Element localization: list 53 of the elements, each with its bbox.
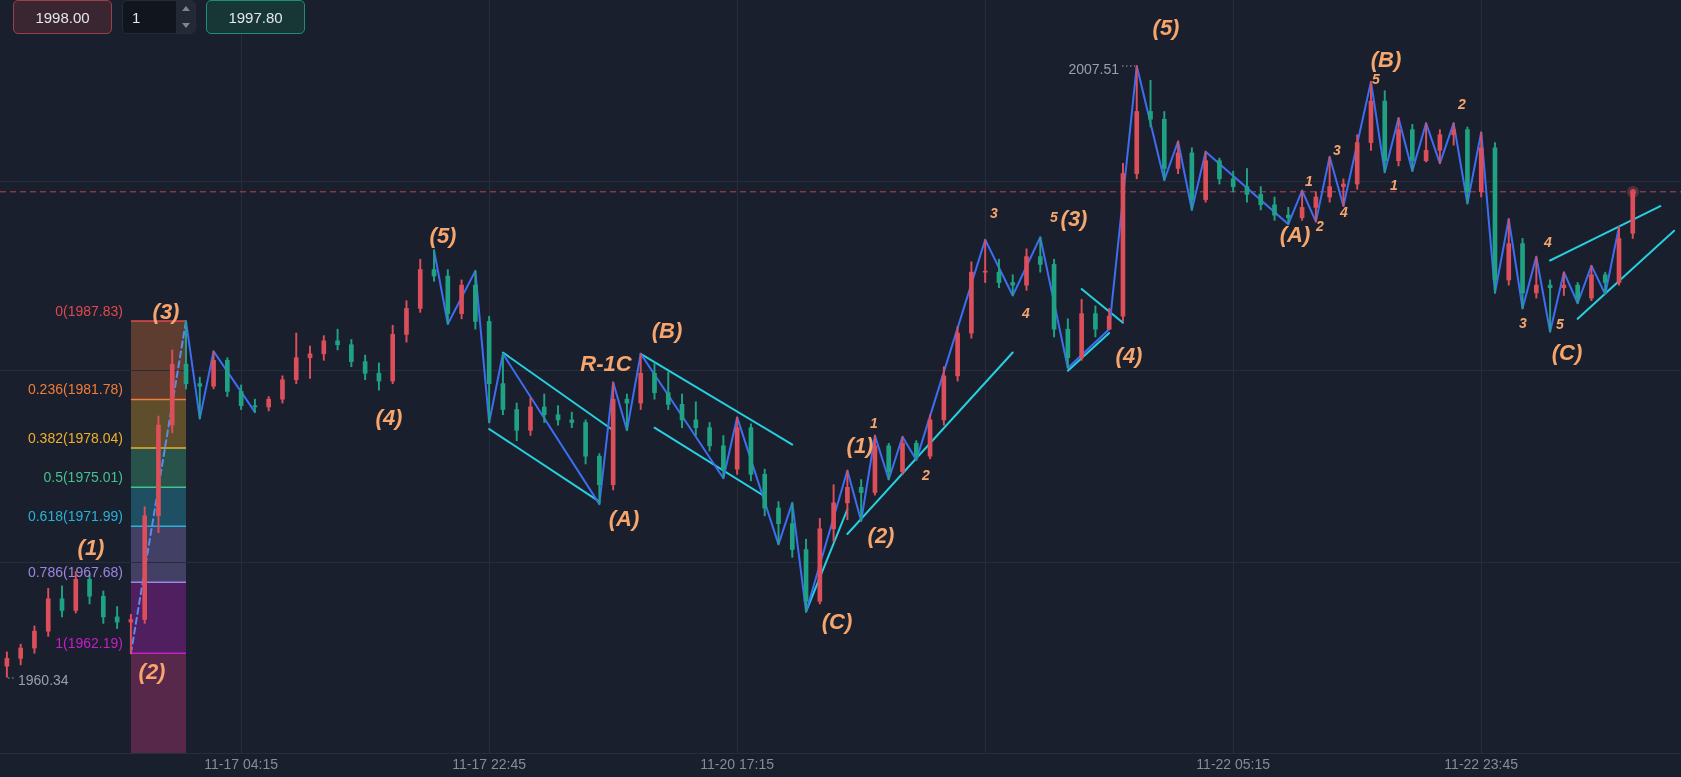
candlestick <box>197 376 203 419</box>
x-tick-label: 11-17 04:15 <box>204 756 279 773</box>
annotation: (2) <box>867 523 895 549</box>
quantity-field: 1 <box>122 0 196 34</box>
annotation: 1 <box>132 8 141 26</box>
annotation: 1 <box>1390 176 1399 193</box>
annotation: (A) <box>1279 222 1311 248</box>
ref-line-label: 0.618(1971.99) <box>27 508 123 525</box>
price-field: 1997.80 <box>206 0 305 34</box>
annotation: (4) <box>1115 343 1143 369</box>
annotation: (2) <box>138 659 166 685</box>
annotation: (5) <box>429 223 457 249</box>
annotation: (A) <box>608 506 640 532</box>
ref-line-label: 0.382(1978.04) <box>27 429 123 446</box>
annotation: (3) <box>152 299 180 325</box>
annotation: 1 <box>870 414 879 431</box>
x-tick-label: 11-20 17:15 <box>700 756 775 773</box>
annotation: 2 <box>921 466 931 483</box>
annotation: (C) <box>821 609 853 635</box>
annotation: (4) <box>375 405 403 431</box>
annotation: (5) <box>1152 15 1180 41</box>
annotation: 4 <box>1021 304 1031 321</box>
ref-line-label: 0.5(1975.01) <box>43 469 123 486</box>
x-tick-label: 11-22 23:45 <box>1444 756 1519 773</box>
x-tick-label: 11-17 22:45 <box>452 756 527 773</box>
ref-line-label: 1(1962.19) <box>55 635 123 652</box>
annotation: 2 <box>1457 95 1467 112</box>
ref-line-label: 0(1987.83) <box>55 302 123 319</box>
annotation: (B) <box>1370 47 1402 73</box>
annotation: (3) <box>1060 206 1088 232</box>
annotation: R-1C <box>580 351 633 377</box>
annotation: (1) <box>77 535 105 561</box>
ref-line-label: 0.786(1967.68) <box>27 564 123 581</box>
annotation: (B) <box>651 318 683 344</box>
annotation: (C) <box>1551 340 1583 366</box>
annotation: 1960.34 <box>18 671 69 688</box>
annotation: 2007.51 <box>1068 60 1120 77</box>
annotation: 1998.00 <box>35 8 90 26</box>
x-tick-label: 11-22 05:15 <box>1196 756 1271 773</box>
annotation: 5 <box>1050 208 1059 225</box>
annotation: 1 <box>1305 172 1314 189</box>
annotation: 4 <box>1543 233 1553 250</box>
annotation: 3 <box>1333 141 1342 158</box>
ref-line-label: 0.236(1981.78) <box>27 381 123 398</box>
annotation: (1) <box>846 433 874 459</box>
annotation: 2 <box>1315 217 1325 234</box>
annotation: 1997.80 <box>228 8 283 26</box>
annotation: 3 <box>990 204 999 221</box>
candlestick <box>1010 274 1016 296</box>
annotation: 3 <box>1519 314 1528 331</box>
annotation: 5 <box>1556 315 1565 332</box>
annotation: 4 <box>1339 203 1349 220</box>
price-field: 1998.00 <box>13 0 112 34</box>
